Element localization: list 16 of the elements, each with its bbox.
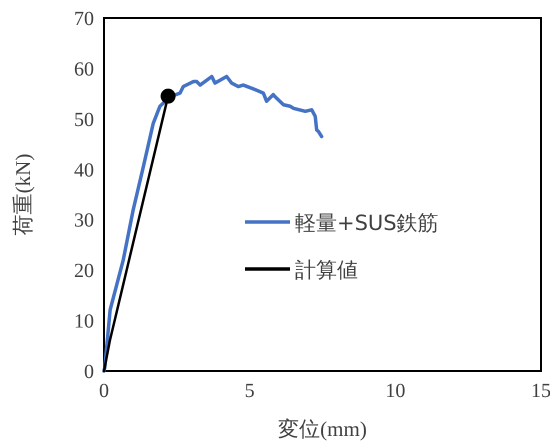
y-tick-label: 60 — [74, 58, 94, 80]
y-tick-label: 70 — [74, 8, 94, 30]
y-tick-label: 10 — [74, 310, 94, 333]
x-tick-label: 0 — [99, 380, 109, 402]
legend-label: 軽量+SUS鉄筋 — [295, 211, 439, 235]
legend-label: 計算値 — [295, 258, 358, 282]
y-tick-label: 40 — [74, 159, 94, 182]
y-tick-label: 20 — [74, 260, 94, 282]
y-tick-label: 30 — [74, 210, 94, 232]
x-axis-title: 変位(mm) — [278, 417, 367, 441]
x-tick-label: 15 — [531, 380, 550, 402]
y-tick-label: 0 — [84, 361, 94, 383]
x-tick-label: 5 — [244, 380, 255, 402]
y-tick-label: 50 — [74, 108, 94, 131]
x-tick-label: 10 — [385, 380, 406, 402]
y-axis-title: 荷重(kN) — [11, 154, 35, 236]
